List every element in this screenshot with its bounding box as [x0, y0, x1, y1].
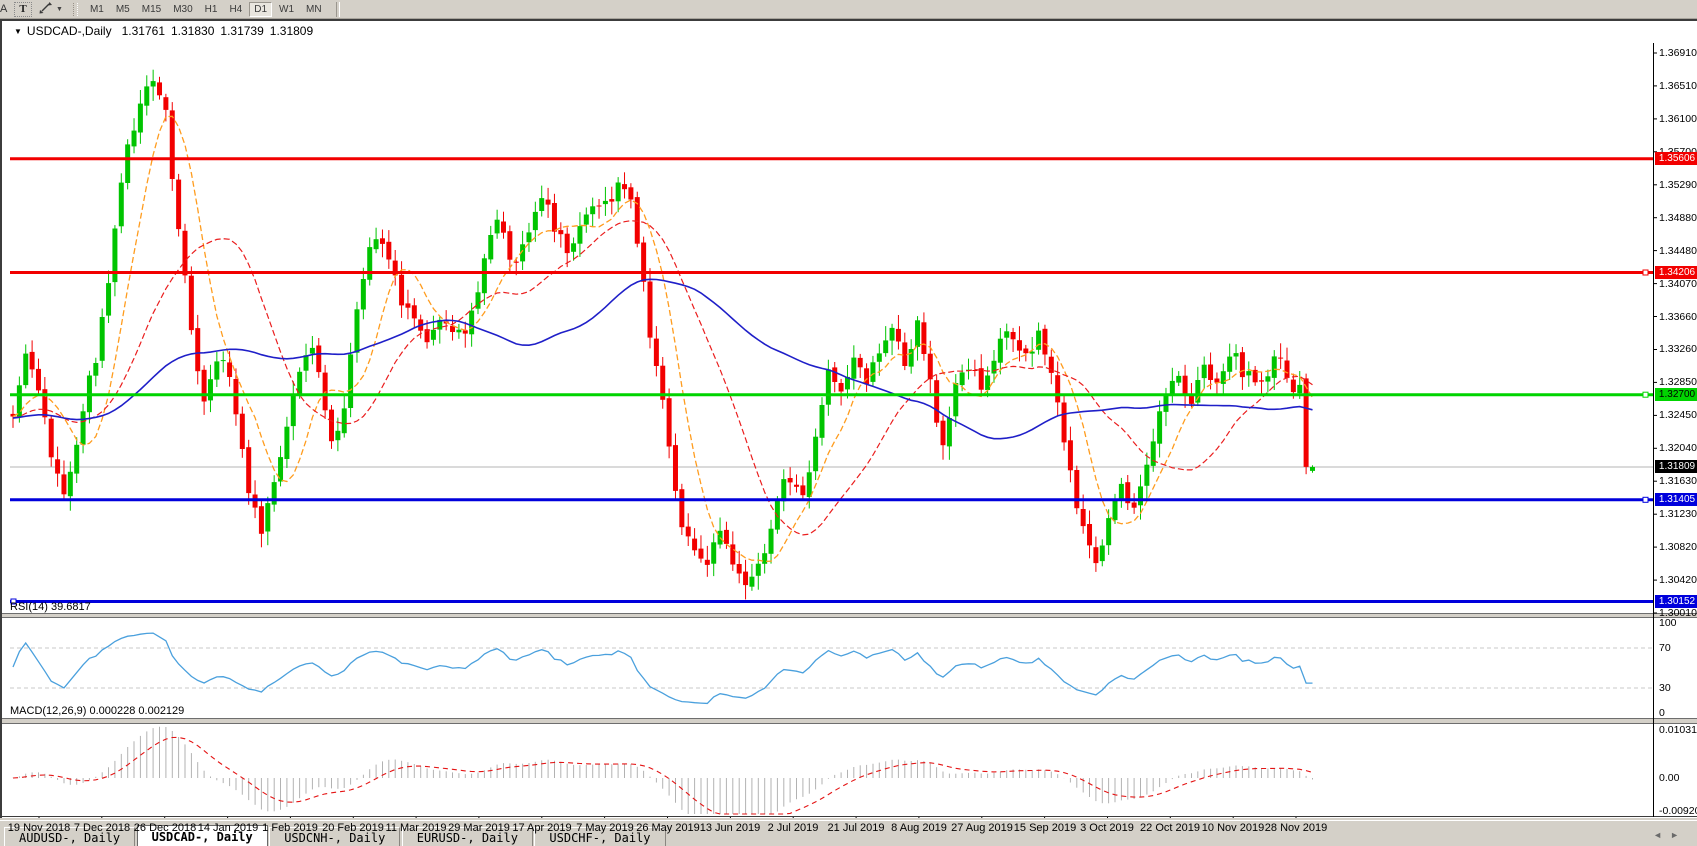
timeframe-button-W1[interactable]: W1 — [274, 2, 299, 17]
hline-price-badge: 1.32700 — [1655, 388, 1697, 401]
date-tick-label: 20 Feb 2019 — [322, 822, 384, 834]
symbol-tab-audusd[interactable]: AUDUSD-, Daily — [4, 827, 136, 846]
chart-window: ▼ USDCAD-,Daily 1.31761 1.31830 1.31739 1.318… — [0, 19, 1697, 834]
timeframe-button-H4[interactable]: H4 — [224, 2, 247, 17]
date-tick-label: 29 Mar 2019 — [448, 822, 510, 834]
rsi-tick-label: 70 — [1659, 642, 1671, 654]
date-tick-label: 7 May 2019 — [576, 822, 634, 834]
date-tick-label: 19 Nov 2018 — [7, 822, 71, 834]
price-tick-label: 1.33660 — [1659, 311, 1697, 323]
hline-price-badge: 1.34206 — [1655, 266, 1697, 279]
chevron-down-icon: ▼ — [56, 5, 63, 13]
date-tick-label: 22 Oct 2019 — [1140, 822, 1200, 834]
timeframe-button-M30[interactable]: M30 — [168, 2, 197, 17]
macd-tick-label: 0.00 — [1659, 772, 1680, 784]
symbol-tab-usdchf[interactable]: USDCHF-, Daily — [534, 827, 666, 846]
price-tick-label: 1.36910 — [1659, 47, 1697, 59]
chart-title: ▼ USDCAD-,Daily 1.31761 1.31830 1.31739 1.318… — [14, 24, 319, 38]
text-tool-button[interactable]: T — [14, 1, 32, 17]
price-tick-label: 1.31630 — [1659, 475, 1697, 487]
top-toolbar: A T ▼ M1 M5 M15 M30 H1 H4 D1 W1 MN — [0, 0, 1697, 19]
date-tick-label: 10 Nov 2019 — [1201, 822, 1265, 834]
rsi-indicator-label: RSI(14) 39.6817 — [10, 601, 91, 613]
macd-indicator-label: MACD(12,26,9) 0.000228 0.002129 — [10, 705, 185, 717]
price-tick-label: 1.33260 — [1659, 343, 1697, 355]
hline-price-badge: 1.30152 — [1655, 595, 1697, 608]
date-tick-label: 13 Jun 2019 — [699, 822, 761, 834]
date-tick-label: 28 Nov 2019 — [1264, 822, 1328, 834]
quote-close: 1.31809 — [269, 24, 314, 38]
date-tick-label: 26 May 2019 — [636, 822, 700, 834]
quote-open: 1.31761 — [121, 24, 165, 38]
hline-price-badge: 1.31405 — [1655, 493, 1697, 506]
symbol-tab-bar: ◄► AUDUSD-, Daily USDCAD-, Daily USDCNH-, … — [0, 820, 1697, 846]
timeframe-button-H1[interactable]: H1 — [200, 2, 223, 17]
cropped-toolbar-icon: A — [0, 3, 8, 15]
date-tick-label: 2 Jul 2019 — [767, 822, 819, 834]
price-tick-label: 1.30820 — [1659, 541, 1697, 553]
date-tick-label: 17 Apr 2019 — [512, 822, 572, 834]
hline-price-badge: 1.35606 — [1655, 152, 1697, 165]
timeframe-button-M5[interactable]: M5 — [111, 2, 135, 17]
date-tick-label: 11 Mar 2019 — [385, 822, 447, 834]
cursor-mode-button[interactable]: ▼ — [38, 1, 63, 18]
macd-tick-label: 0.010311 — [1659, 724, 1697, 736]
price-tick-label: 1.34880 — [1659, 212, 1697, 224]
price-tick-label: 1.32040 — [1659, 442, 1697, 454]
symbol-period-label: USDCAD-,Daily — [26, 24, 112, 38]
toolbar-grip[interactable] — [72, 2, 78, 16]
price-tick-label: 1.32850 — [1659, 376, 1697, 388]
date-tick-label: 15 Sep 2019 — [1013, 822, 1077, 834]
rsi-tick-label: 30 — [1659, 682, 1671, 694]
price-tick-label: 1.36510 — [1659, 80, 1697, 92]
collapse-triangle-icon: ▼ — [14, 27, 22, 36]
date-tick-label: 3 Oct 2019 — [1080, 822, 1134, 834]
quote-high: 1.31830 — [171, 24, 215, 38]
price-tick-label: 1.35290 — [1659, 179, 1697, 191]
timeframe-button-MN[interactable]: MN — [301, 2, 327, 17]
symbol-tab-usdcnh[interactable]: USDCNH-, Daily — [269, 827, 401, 846]
text-tool-icon: T — [19, 3, 27, 15]
timeframe-button-M15[interactable]: M15 — [137, 2, 166, 17]
quote-low: 1.31739 — [220, 24, 264, 38]
price-tick-label: 1.31230 — [1659, 508, 1697, 520]
macd-tick-label: -0.009203 — [1659, 805, 1697, 817]
price-tick-label: 1.34480 — [1659, 245, 1697, 257]
date-tick-label: 21 Jul 2019 — [827, 822, 885, 834]
diagonal-arrows-icon — [38, 1, 54, 18]
price-tick-label: 1.32450 — [1659, 409, 1697, 421]
tab-scroll-arrows[interactable]: ◄► — [1653, 830, 1687, 840]
price-tick-label: 1.30010 — [1659, 607, 1697, 619]
timeframe-button-M1[interactable]: M1 — [85, 2, 109, 17]
date-tick-label: 27 Aug 2019 — [951, 822, 1013, 834]
current-price-badge: 1.31809 — [1655, 460, 1697, 473]
chart-canvas[interactable]: ▼ USDCAD-,Daily 1.31761 1.31830 1.31739 1.318… — [2, 21, 1697, 834]
rsi-tick-label: 100 — [1659, 617, 1677, 629]
timeframe-button-group: M1 M5 M15 M30 H1 H4 D1 W1 MN — [84, 1, 328, 17]
date-tick-label: 1 Feb 2019 — [262, 822, 318, 834]
price-tick-label: 1.30420 — [1659, 574, 1697, 586]
symbol-tab-usdcad[interactable]: USDCAD-, Daily — [136, 825, 268, 846]
price-tick-label: 1.34070 — [1659, 278, 1697, 290]
price-tick-label: 1.36100 — [1659, 113, 1697, 125]
rsi-tick-label: 0 — [1659, 707, 1665, 719]
chart-drawing — [2, 21, 1697, 818]
toolbar-separator — [335, 1, 340, 17]
date-tick-label: 8 Aug 2019 — [891, 822, 947, 834]
date-tick-label: 14 Jan 2019 — [197, 822, 259, 834]
date-tick-label: 7 Dec 2018 — [73, 822, 131, 834]
date-tick-label: 26 Dec 2018 — [133, 822, 197, 834]
symbol-tab-eurusd[interactable]: EURUSD-, Daily — [401, 827, 533, 846]
timeframe-button-D1[interactable]: D1 — [249, 1, 273, 17]
